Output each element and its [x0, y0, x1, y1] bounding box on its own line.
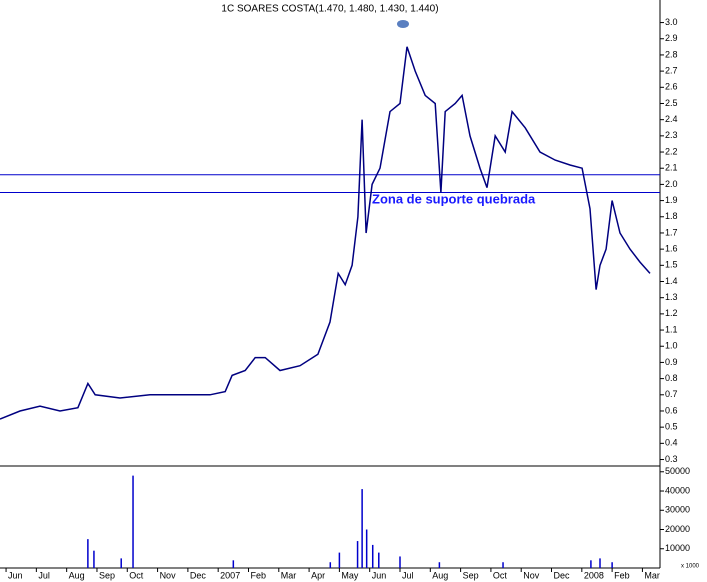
volume-bar — [132, 475, 134, 568]
volume-bar — [611, 562, 613, 568]
x-tick-label: 2008 — [584, 570, 604, 580]
y-tick-label: 2.7 — [665, 65, 678, 75]
y-tick-label: 0.7 — [665, 389, 678, 399]
volume-bar — [599, 558, 601, 568]
x-tick-label: Jun — [372, 570, 387, 580]
y-tick-label: 1.6 — [665, 244, 678, 254]
x-tick-label: Feb — [614, 570, 630, 580]
volume-bar — [356, 541, 359, 568]
y-tick-label: 1.3 — [665, 292, 678, 302]
y-tick-label: 1.8 — [665, 211, 678, 221]
y-tick-label: 10000 — [665, 543, 690, 553]
volume-bar — [120, 558, 122, 568]
volume-bar — [329, 562, 332, 568]
y-tick-label: 2.1 — [665, 163, 678, 173]
y-tick-label: 0.3 — [665, 454, 678, 464]
volume-bar — [338, 552, 341, 568]
x-tick-label: Dec — [554, 570, 571, 580]
x-tick-label: Dec — [190, 570, 207, 580]
volume-bar — [438, 562, 441, 568]
volume-bar — [93, 550, 95, 568]
x-tick-label: Sep — [99, 570, 115, 580]
annotation: Zona de suporte quebrada — [372, 191, 536, 206]
y-tick-label: 2.8 — [665, 49, 678, 59]
volume-bar — [365, 529, 368, 568]
logo-icon — [397, 20, 409, 28]
y-tick-label: 1.9 — [665, 195, 678, 205]
y-tick-label: 2.6 — [665, 82, 678, 92]
chart-title: 1C SOARES COSTA(1.470, 1.480, 1.430, 1.4… — [221, 4, 438, 15]
x-tick-label: May — [341, 570, 359, 580]
x-tick-label: Oct — [129, 570, 144, 580]
y-tick-label: 0.6 — [665, 405, 678, 415]
y-tick-label: 50000 — [665, 466, 690, 476]
y-tick-label: 0.8 — [665, 373, 678, 383]
y-tick-label: 2.4 — [665, 114, 678, 124]
y-tick-label: 2.3 — [665, 130, 678, 140]
volume-bar — [378, 552, 380, 568]
x-tick-label: Nov — [523, 570, 540, 580]
y-tick-label: 2.9 — [665, 33, 678, 43]
volume-bar — [590, 560, 592, 568]
y-tick-label: 1.1 — [665, 324, 678, 334]
y-tick-label: 1.2 — [665, 308, 678, 318]
y-tick-label: 40000 — [665, 485, 690, 495]
x-tick-label: Jul — [38, 570, 50, 580]
volume-bar — [399, 556, 401, 568]
unit-label: x 1000 — [681, 564, 700, 570]
y-tick-label: 1.7 — [665, 227, 678, 237]
y-tick-label: 30000 — [665, 505, 690, 515]
price-line — [0, 46, 651, 420]
x-tick-label: Mar — [644, 570, 660, 580]
x-tick-label: Jun — [8, 570, 23, 580]
y-tick-label: 0.5 — [665, 422, 678, 432]
x-tick-label: Mar — [281, 570, 297, 580]
x-tick-label: Feb — [250, 570, 266, 580]
x-tick-label: Nov — [160, 570, 177, 580]
volume-bar — [87, 539, 89, 568]
x-tick-label: 2007 — [220, 570, 240, 580]
y-tick-label: 2.5 — [665, 98, 678, 108]
volume-bar — [361, 489, 363, 568]
y-tick-label: 1.4 — [665, 276, 678, 286]
y-tick-label: 1.0 — [665, 341, 678, 351]
x-tick-label: Jul — [402, 570, 414, 580]
y-tick-label: 0.4 — [665, 438, 678, 448]
y-tick-label: 2.2 — [665, 146, 678, 156]
y-tick-label: 0.9 — [665, 357, 678, 367]
y-tick-label: 20000 — [665, 524, 690, 534]
volume-bar — [371, 544, 374, 568]
volume-bar — [232, 560, 235, 568]
x-tick-label: Oct — [493, 570, 508, 580]
x-tick-label: Aug — [69, 570, 85, 580]
y-tick-label: 1.5 — [665, 260, 678, 270]
x-tick-label: Apr — [311, 570, 325, 580]
x-tick-label: Sep — [463, 570, 479, 580]
volume-bar — [502, 562, 504, 568]
y-tick-label: 2.0 — [665, 179, 678, 189]
y-tick-label: 3.0 — [665, 17, 678, 27]
x-tick-label: Aug — [432, 570, 448, 580]
